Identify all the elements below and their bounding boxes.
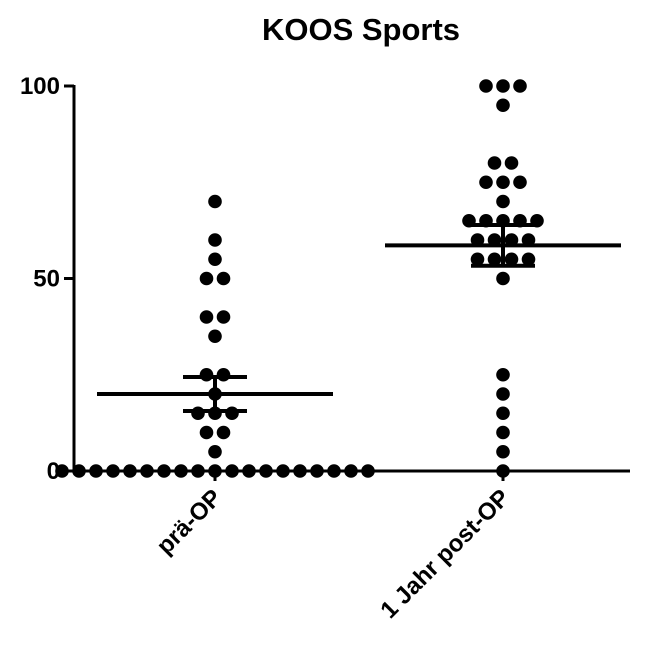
data-point xyxy=(216,367,231,382)
data-point xyxy=(344,464,358,478)
data-point xyxy=(276,464,290,478)
data-point xyxy=(216,310,231,324)
mean-sem-bars xyxy=(97,222,621,413)
data-point xyxy=(140,464,154,478)
x-category-label-0: prä-OP xyxy=(152,484,228,560)
chart-title: KOOS Sports xyxy=(262,12,460,47)
data-point xyxy=(123,464,137,478)
data-point xyxy=(55,464,69,478)
data-point xyxy=(479,175,493,190)
data-point xyxy=(208,444,222,459)
data-point xyxy=(199,271,214,286)
data-point xyxy=(513,175,527,190)
data-point xyxy=(208,194,222,209)
data-point xyxy=(479,79,493,93)
data-point xyxy=(496,79,510,93)
data-point xyxy=(208,329,222,344)
data-point xyxy=(208,252,222,267)
data-point xyxy=(293,464,307,478)
data-point xyxy=(191,406,205,421)
data-point xyxy=(216,425,231,440)
data-point xyxy=(106,464,120,478)
x-category-label-1: 1 Jahr post-OP xyxy=(375,484,515,624)
data-points xyxy=(55,79,544,478)
data-point xyxy=(496,175,510,190)
data-point xyxy=(174,464,188,478)
data-point xyxy=(259,464,273,478)
y-tick-label-50: 50 xyxy=(33,266,60,293)
data-point xyxy=(496,444,510,459)
data-point xyxy=(89,464,103,478)
data-point xyxy=(470,252,485,267)
data-point xyxy=(496,98,510,113)
y-tick-label-100: 100 xyxy=(20,73,60,100)
data-point xyxy=(327,464,341,478)
data-point xyxy=(504,252,519,267)
data-point xyxy=(157,464,171,478)
data-point xyxy=(216,271,231,286)
data-point xyxy=(225,406,239,421)
data-point xyxy=(208,464,222,478)
data-point xyxy=(513,79,527,93)
data-point xyxy=(361,464,375,478)
data-point xyxy=(496,387,510,401)
x-category-labels: prä-OP 1 Jahr post-OP xyxy=(152,471,515,624)
y-ticks: 0 50 100 xyxy=(20,73,74,485)
data-point xyxy=(496,367,510,382)
y-tick-label-0: 0 xyxy=(47,458,60,485)
data-point xyxy=(199,425,214,440)
data-point xyxy=(199,310,214,324)
data-point xyxy=(496,464,510,478)
data-point xyxy=(225,464,239,478)
data-point xyxy=(496,194,510,209)
data-point xyxy=(242,464,256,478)
data-point xyxy=(199,367,214,382)
data-point xyxy=(521,252,536,267)
data-point xyxy=(310,464,324,478)
data-point xyxy=(496,406,510,421)
data-point xyxy=(496,425,510,440)
data-point xyxy=(504,156,519,170)
data-point xyxy=(487,252,502,267)
data-point xyxy=(72,464,86,478)
data-point xyxy=(208,233,222,247)
data-point xyxy=(487,156,502,170)
data-point xyxy=(191,464,205,478)
axes xyxy=(72,85,630,473)
data-point xyxy=(496,271,510,286)
